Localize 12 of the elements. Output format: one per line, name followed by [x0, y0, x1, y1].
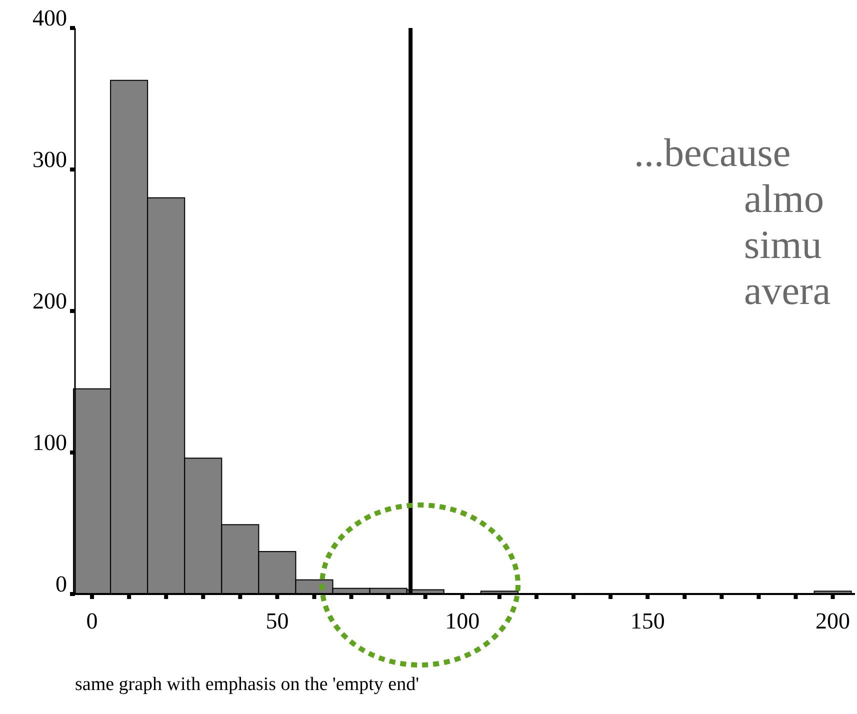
- y-tick-label: 0: [56, 572, 67, 597]
- x-tick-label: 100: [445, 608, 480, 634]
- x-tick-label: 50: [266, 608, 289, 634]
- text: same graph with emphasis on the 'empty end': [75, 674, 420, 695]
- x-tick-label: 200: [816, 608, 850, 634]
- y-tick-label: 300: [32, 147, 67, 172]
- y-tick-label: 400: [32, 6, 67, 31]
- x-tick-label: 0: [86, 608, 98, 634]
- y-tick-label: 100: [32, 430, 67, 456]
- x-tick-label: 150: [630, 608, 665, 634]
- annotation: ...because almo simu avera: [634, 130, 831, 313]
- y-tick-label: 200: [32, 288, 67, 314]
